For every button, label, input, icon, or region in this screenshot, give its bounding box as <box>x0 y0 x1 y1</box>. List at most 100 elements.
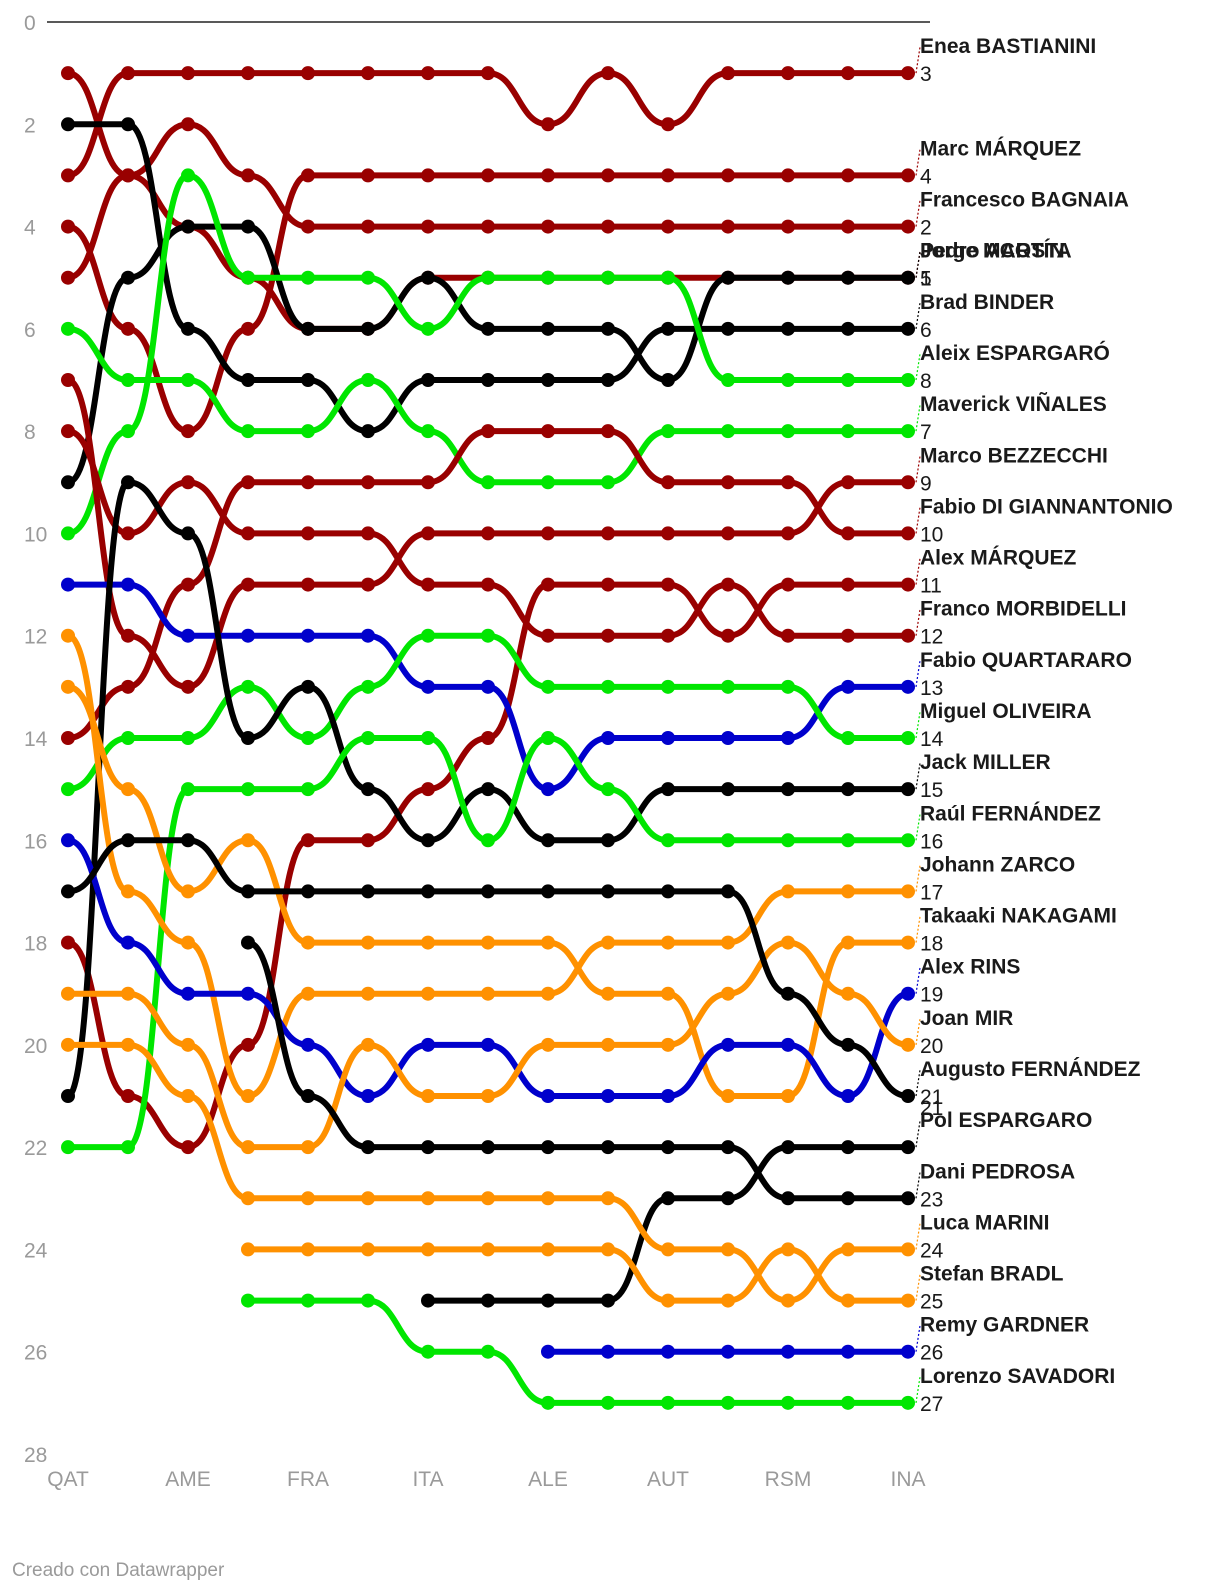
data-point <box>841 1191 855 1206</box>
data-point <box>241 628 255 643</box>
data-point <box>421 1089 435 1103</box>
series-line <box>65 172 911 435</box>
data-point <box>661 1191 675 1206</box>
data-point <box>661 475 675 490</box>
data-point <box>601 526 615 541</box>
series-line <box>65 70 911 332</box>
data-point <box>901 1395 915 1410</box>
data-point <box>781 168 795 183</box>
data-point <box>241 1037 255 1052</box>
series-group <box>61 168 915 541</box>
data-point <box>181 117 195 132</box>
data-point <box>781 66 795 81</box>
y-tick-label: 16 <box>24 830 47 853</box>
series-group <box>61 117 915 285</box>
data-point <box>541 935 555 950</box>
data-point <box>361 1191 375 1206</box>
x-tick-label: QAT <box>47 1468 89 1491</box>
label-leader <box>915 507 921 534</box>
data-point <box>301 833 315 848</box>
data-point <box>421 1293 435 1308</box>
data-point <box>781 731 795 745</box>
series-line <box>65 325 911 486</box>
series-group <box>61 66 915 336</box>
data-point <box>601 424 615 439</box>
data-point <box>181 475 195 490</box>
data-point <box>721 526 735 541</box>
data-point <box>841 168 855 183</box>
data-point <box>181 731 195 745</box>
data-point <box>241 1293 255 1308</box>
data-point <box>601 168 615 183</box>
data-point <box>901 373 915 387</box>
data-point <box>301 577 315 592</box>
label-leader <box>915 405 921 432</box>
data-point <box>421 526 435 541</box>
data-point <box>781 1037 795 1052</box>
label-leader <box>915 251 921 278</box>
data-point <box>301 731 315 745</box>
x-tick-label: AME <box>165 1468 211 1491</box>
data-point <box>121 679 135 694</box>
series-group <box>61 424 915 643</box>
series-position-label: 24 <box>920 1239 944 1262</box>
data-point <box>361 424 375 439</box>
data-point <box>121 782 135 797</box>
data-point <box>841 986 855 1001</box>
data-point <box>481 373 495 387</box>
data-point <box>121 884 135 899</box>
data-point <box>901 679 915 694</box>
data-point <box>361 833 375 848</box>
data-point <box>841 1242 855 1257</box>
data-point <box>481 731 495 745</box>
data-point <box>541 117 555 132</box>
series-name-label: Jack MILLER <box>920 751 1051 774</box>
series-name-label: Joan MIR <box>920 1007 1013 1030</box>
series-position-label: 5 <box>920 268 932 291</box>
series-name-label: Francesco BAGNAIA <box>920 189 1129 212</box>
data-point <box>661 219 675 234</box>
data-point <box>901 1140 915 1155</box>
series-name-label: Brad BINDER <box>920 291 1054 314</box>
data-point <box>181 935 195 950</box>
data-point <box>301 1242 315 1257</box>
data-point <box>541 577 555 592</box>
y-tick-label: 22 <box>24 1137 47 1160</box>
data-point <box>721 475 735 490</box>
data-point <box>901 884 915 899</box>
series-position-label: 20 <box>920 1035 943 1058</box>
series-position-label: 27 <box>920 1393 943 1416</box>
data-point <box>601 679 615 694</box>
label-leader <box>915 558 921 585</box>
data-point <box>721 321 735 336</box>
data-point <box>241 577 255 592</box>
data-point <box>601 1293 615 1308</box>
data-point <box>61 833 75 848</box>
series-group <box>61 628 915 1103</box>
data-point <box>721 66 735 81</box>
data-point <box>901 731 915 745</box>
data-point <box>481 1242 495 1257</box>
data-point <box>481 628 495 643</box>
series-name-label: Dani PEDROSA <box>920 1160 1075 1183</box>
data-point <box>241 168 255 183</box>
data-point <box>301 986 315 1001</box>
data-point <box>841 526 855 541</box>
data-point <box>301 526 315 541</box>
series-position-label: 26 <box>920 1342 943 1365</box>
series-name-label: Franco MORBIDELLI <box>920 598 1127 621</box>
series-name-label: Pol ESPARGARO <box>920 1109 1092 1132</box>
data-point <box>241 219 255 234</box>
data-point <box>241 475 255 490</box>
data-point <box>661 1242 675 1257</box>
data-point <box>421 782 435 797</box>
y-tick-label: 12 <box>24 626 47 649</box>
data-point <box>481 475 495 490</box>
data-point <box>361 935 375 950</box>
data-point <box>121 731 135 745</box>
series-line <box>65 581 911 793</box>
data-point <box>421 935 435 950</box>
data-point <box>181 679 195 694</box>
data-point <box>121 526 135 541</box>
data-point <box>481 1191 495 1206</box>
